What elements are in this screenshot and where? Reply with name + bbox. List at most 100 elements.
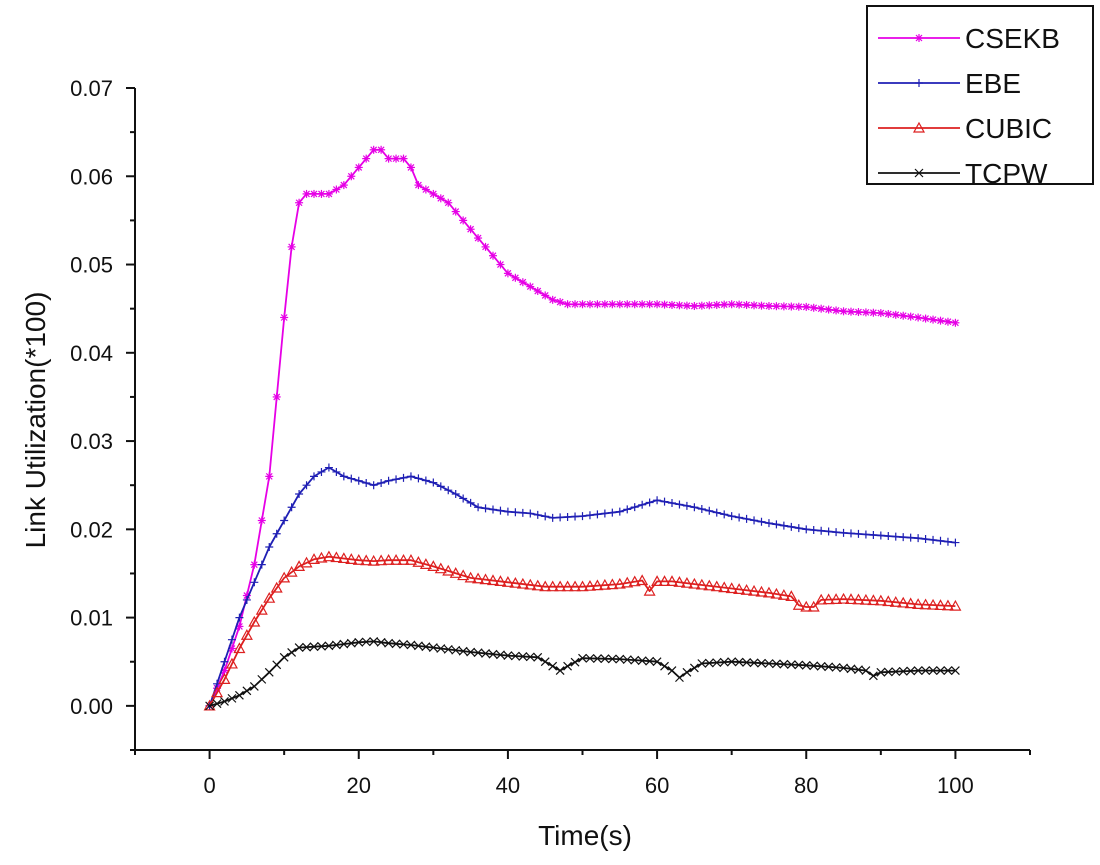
y-tick-label: 0.04 [70, 341, 113, 366]
y-tick-label: 0.07 [70, 76, 113, 101]
data-point [764, 519, 773, 528]
data-point [250, 560, 259, 569]
data-point [427, 560, 440, 572]
data-point [361, 637, 371, 647]
legend-label: CSEKB [965, 23, 1060, 54]
data-point [578, 300, 587, 309]
data-point [406, 472, 415, 481]
data-point [906, 666, 916, 676]
data-point [690, 503, 699, 512]
data-point [375, 554, 388, 566]
data-point [735, 300, 744, 309]
series-cubic [203, 550, 962, 711]
data-point [563, 661, 573, 671]
data-point [824, 305, 833, 314]
data-point [742, 300, 751, 309]
data-point [593, 510, 602, 519]
y-axis-ticks: 0.00 0.01 0.02 0.03 0.04 0.05 0.06 0.07 [70, 76, 135, 751]
data-point [660, 497, 669, 506]
data-point [727, 657, 737, 667]
data-point [757, 517, 766, 526]
data-point [891, 667, 901, 677]
data-point [481, 242, 490, 251]
data-point [906, 312, 915, 321]
data-point [912, 598, 925, 609]
data-point [608, 300, 617, 309]
data-point [607, 654, 617, 664]
data-point [263, 591, 276, 603]
data-point [250, 578, 259, 587]
data-point [660, 300, 669, 309]
data-point [540, 657, 550, 667]
data-point [936, 316, 945, 325]
data-point [220, 657, 229, 666]
data-point [874, 594, 887, 606]
data-point [779, 521, 788, 530]
data-point [837, 592, 850, 604]
data-point [511, 508, 520, 517]
legend-item-csekb: CSEKB [878, 23, 1060, 54]
data-point [742, 658, 752, 667]
data-point [488, 649, 498, 659]
data-point [227, 693, 237, 703]
data-point [265, 472, 274, 481]
data-point [638, 500, 647, 509]
data-point [637, 656, 647, 666]
data-point [705, 301, 714, 310]
data-point [474, 503, 483, 512]
data-point [638, 300, 647, 309]
data-point [578, 512, 587, 521]
data-point [399, 639, 408, 649]
data-point [324, 189, 333, 198]
data-point [569, 580, 582, 592]
data-point [786, 660, 796, 669]
data-point [533, 510, 542, 519]
data-point [322, 550, 335, 562]
data-point [645, 498, 654, 507]
x-axis-title: Time(s) [538, 820, 632, 851]
data-point [324, 463, 333, 472]
data-point [346, 638, 356, 648]
data-point [317, 189, 326, 198]
data-point [882, 595, 895, 607]
y-axis-title: Link Utilization(*100) [20, 292, 51, 549]
data-point [518, 652, 528, 661]
data-point [682, 501, 691, 510]
data-point [533, 287, 542, 296]
data-point [459, 494, 468, 503]
x-tick-label: 60 [645, 773, 669, 798]
data-point [884, 309, 893, 318]
data-point [524, 578, 537, 590]
data-point [310, 189, 318, 198]
data-point [615, 300, 624, 309]
data-point [362, 154, 371, 163]
data-point [921, 535, 930, 544]
data-point [847, 529, 855, 538]
data-point [583, 579, 596, 591]
data-point [623, 300, 632, 309]
y-tick-label: 0.01 [70, 606, 113, 631]
data-point [906, 533, 915, 542]
x-axis-ticks: 0 20 40 60 80 100 [134, 750, 1031, 798]
data-point [287, 648, 297, 657]
data-point [757, 658, 766, 668]
data-point [369, 145, 378, 154]
data-point [406, 163, 415, 172]
data-point [413, 641, 423, 651]
data-point [310, 472, 318, 481]
data-point [792, 599, 805, 610]
data-point [727, 512, 736, 521]
data-point [802, 525, 811, 534]
data-point [675, 673, 684, 683]
data-point [391, 639, 401, 649]
data-point [668, 499, 676, 508]
data-point [339, 472, 348, 481]
data-point [787, 522, 796, 531]
y-tick-label: 0.03 [70, 429, 113, 454]
data-point [846, 664, 856, 674]
data-point [839, 528, 848, 537]
data-point [509, 576, 522, 588]
data-point [859, 593, 872, 605]
data-point [362, 478, 371, 487]
